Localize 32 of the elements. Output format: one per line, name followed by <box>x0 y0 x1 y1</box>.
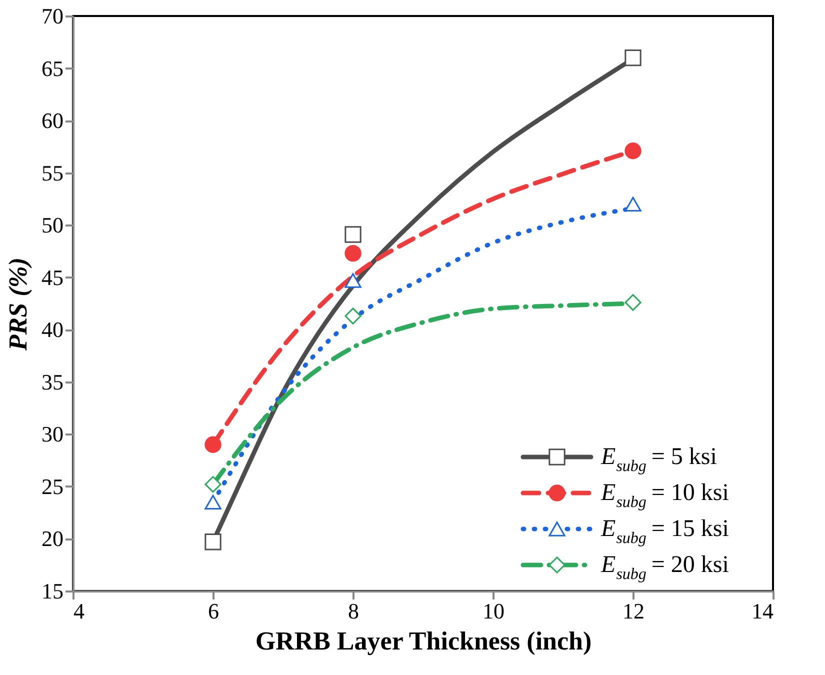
y-tick-label: 15 <box>42 578 64 604</box>
y-tick-label: 40 <box>42 317 64 342</box>
x-tick-label: 6 <box>208 598 219 624</box>
y-tick-label: 60 <box>42 108 64 134</box>
point <box>624 294 642 311</box>
y-tick-label: 55 <box>42 160 64 186</box>
y-tick-label: 25 <box>42 474 64 499</box>
x-tick-label: 14 <box>752 598 774 624</box>
y-tick-label: 70 <box>42 4 64 28</box>
y-tick-label: 20 <box>42 526 64 552</box>
point <box>204 494 222 510</box>
point <box>344 273 362 288</box>
x-tick-label: 8 <box>348 598 359 624</box>
point <box>624 142 642 160</box>
y-tick-label: 45 <box>42 264 64 290</box>
y-tick-label: 50 <box>42 212 64 238</box>
y-axis-title: PRS (%) <box>4 257 32 352</box>
point <box>344 226 362 243</box>
x-tick-label: 12 <box>622 598 644 624</box>
y-tick-label: 65 <box>42 56 64 81</box>
x-tick-label: 10 <box>482 598 504 624</box>
point <box>624 49 642 66</box>
y-tick-label: 30 <box>42 422 64 447</box>
point <box>624 196 642 212</box>
x-tick-label: 4 <box>74 598 84 624</box>
point <box>344 308 362 324</box>
y-tick-label: 35 <box>42 369 64 394</box>
x-axis-title: GRRB Layer Thickness (inch) <box>255 626 592 656</box>
point <box>204 436 222 453</box>
point <box>204 534 222 550</box>
point <box>204 476 222 493</box>
point <box>344 245 362 262</box>
